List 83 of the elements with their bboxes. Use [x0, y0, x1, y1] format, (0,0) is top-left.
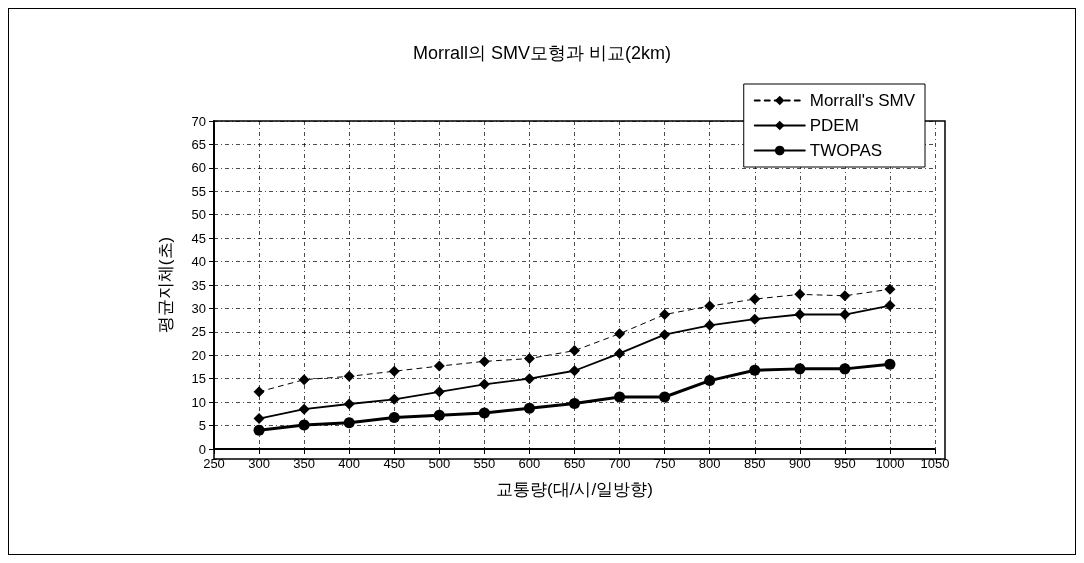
point	[839, 363, 851, 375]
point	[433, 409, 445, 421]
point	[478, 407, 490, 419]
point	[298, 403, 310, 415]
y-tick-label: 15	[191, 371, 206, 387]
y-tick-label: 10	[191, 394, 206, 410]
point	[433, 360, 445, 372]
chart-title: Morrall의 SMV모형과 비교(2km)	[412, 43, 672, 63]
point	[839, 290, 851, 302]
point	[794, 309, 806, 321]
point	[704, 319, 716, 331]
point	[704, 300, 716, 312]
y-tick-label: 40	[191, 254, 206, 270]
x-tick-label: 850	[743, 456, 766, 471]
point	[569, 345, 580, 357]
point	[388, 365, 400, 377]
point	[884, 300, 896, 312]
x-tick-label: 500	[428, 456, 451, 471]
x-tick-label: 700	[608, 456, 631, 471]
point	[659, 309, 671, 321]
point	[749, 364, 761, 376]
legend-label: PDEM	[809, 116, 859, 135]
x-tick-label: 600	[518, 456, 541, 471]
point	[433, 386, 445, 398]
point	[343, 370, 355, 382]
point	[794, 363, 806, 375]
point	[749, 313, 761, 325]
point	[794, 288, 806, 300]
y-tick-label: 70	[191, 113, 206, 129]
x-axis-title: 교통량(대/시/일방향)	[496, 480, 653, 499]
x-tick-label: 950	[834, 456, 856, 471]
y-tick-label: 35	[191, 277, 206, 293]
point	[298, 374, 310, 386]
point	[569, 398, 580, 410]
x-tick-label: 1000	[875, 456, 905, 471]
point	[884, 358, 896, 370]
legend-label: TWOPAS	[809, 141, 883, 160]
point	[478, 378, 490, 390]
point	[569, 365, 580, 377]
x-tick-label: 400	[338, 456, 361, 471]
point	[478, 355, 490, 367]
y-tick-label: 65	[191, 136, 206, 152]
point	[704, 375, 716, 387]
y-tick-label: 5	[198, 418, 206, 434]
y-tick-label: 25	[191, 324, 206, 340]
x-tick-label: 450	[383, 456, 406, 471]
point	[614, 328, 626, 340]
y-tick-label: 55	[191, 183, 206, 199]
x-tick-label: 800	[698, 456, 721, 471]
point	[253, 424, 265, 436]
x-tick-label: 350	[293, 456, 315, 471]
legend-label: Morrall's SMV	[809, 91, 916, 110]
point	[614, 391, 626, 403]
point	[523, 373, 535, 385]
point	[298, 419, 310, 431]
point	[884, 283, 896, 295]
x-tick-label: 550	[473, 456, 496, 471]
y-tick-label: 30	[191, 300, 206, 316]
point	[388, 412, 400, 424]
y-tick-label: 60	[191, 160, 206, 176]
point	[749, 293, 761, 305]
x-tick-label: 650	[563, 456, 586, 471]
point	[839, 309, 851, 321]
y-tick-label: 45	[191, 230, 206, 246]
x-tick-label: 1050	[920, 456, 950, 471]
point	[388, 393, 400, 405]
point	[253, 413, 265, 425]
point	[523, 402, 535, 414]
point	[614, 347, 626, 359]
point	[659, 391, 671, 403]
x-tick-label: 300	[248, 456, 270, 471]
y-axis-title: 평균지체(초)	[156, 236, 175, 334]
y-tick-label: 50	[191, 207, 206, 223]
y-tick-label: 20	[191, 347, 206, 363]
y-tick-label: 0	[198, 441, 206, 457]
x-tick-label: 900	[788, 456, 811, 471]
point	[253, 386, 265, 398]
point	[523, 353, 535, 365]
point	[343, 417, 355, 429]
x-tick-label: 750	[653, 456, 676, 471]
x-tick-label: 250	[203, 456, 225, 471]
point	[659, 329, 671, 341]
point	[343, 398, 355, 410]
